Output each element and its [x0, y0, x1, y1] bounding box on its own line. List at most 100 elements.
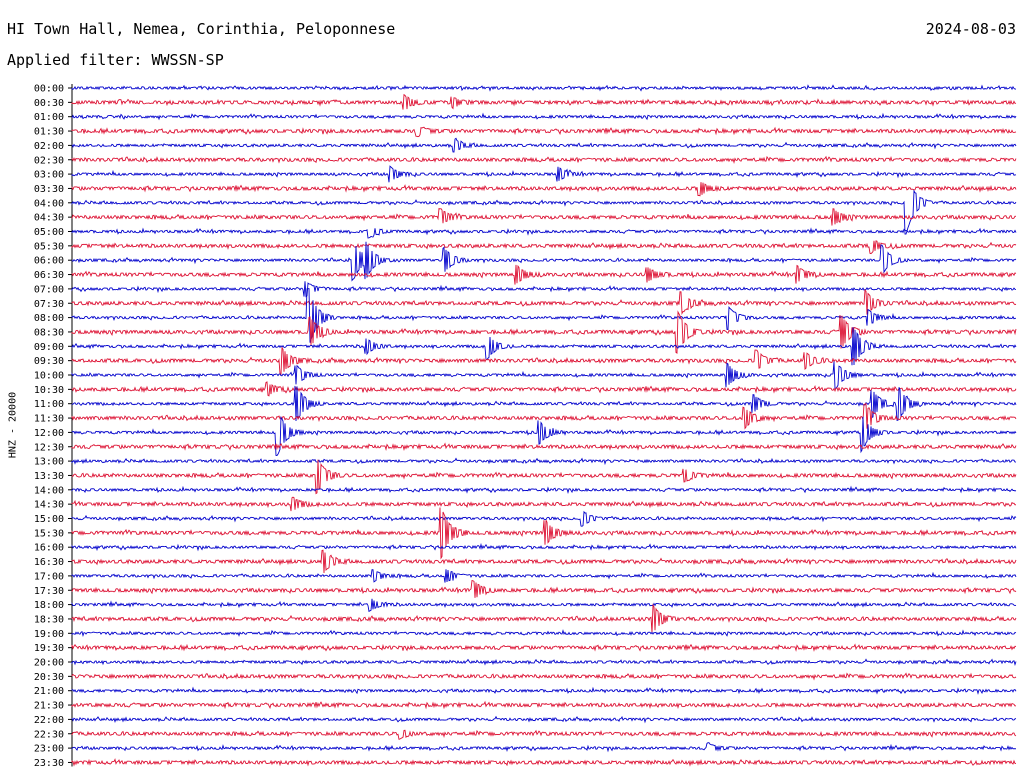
- y-tick-label: 13:30: [34, 471, 64, 482]
- trace-0830: [71, 310, 1017, 354]
- trace-0500: [71, 227, 1017, 239]
- trace-0100: [71, 112, 1017, 121]
- trace-1830: [71, 603, 1017, 633]
- y-tick-label: 12:00: [34, 428, 64, 439]
- trace-0130: [71, 126, 1017, 138]
- trace-2200: [71, 715, 1017, 724]
- trace-2000: [71, 658, 1017, 667]
- y-tick-label: 22:00: [34, 715, 64, 726]
- y-tick-label: 22:30: [34, 729, 64, 740]
- trace-0930: [71, 346, 1017, 376]
- trace-1500: [71, 510, 1017, 527]
- trace-2130: [71, 700, 1017, 710]
- trace-0200: [71, 137, 1017, 153]
- trace-1630: [71, 549, 1017, 573]
- trace-0900: [71, 327, 1017, 366]
- y-tick-label: 00:00: [34, 84, 64, 95]
- trace-2100: [71, 686, 1017, 695]
- y-tick-label: 01:00: [34, 112, 64, 123]
- y-tick-label: 23:00: [34, 744, 64, 755]
- trace-0300: [71, 165, 1017, 183]
- trace-2030: [71, 672, 1017, 681]
- y-tick-label: 09:00: [34, 342, 64, 353]
- y-tick-label: 23:30: [34, 758, 64, 769]
- y-tick-label: 20:00: [34, 658, 64, 669]
- station-title: HI Town Hall, Nemea, Corinthia, Peloponn…: [7, 20, 396, 38]
- y-tick-label: 21:30: [34, 701, 64, 712]
- y-tick-label: 12:30: [34, 442, 64, 453]
- trace-2230: [71, 729, 1017, 740]
- y-tick-label: 07:00: [34, 284, 64, 295]
- trace-1930: [71, 643, 1017, 652]
- trace-1600: [71, 542, 1017, 552]
- y-tick-label: 03:00: [34, 170, 64, 181]
- y-tick-label: 14:30: [34, 500, 64, 511]
- trace-1000: [71, 361, 1017, 389]
- y-tick-label: 05:00: [34, 227, 64, 238]
- y-tick-label: 11:00: [34, 399, 64, 410]
- trace-1030: [71, 381, 1017, 397]
- y-tick-label: 10:00: [34, 371, 64, 382]
- y-tick-label: 06:30: [34, 270, 64, 281]
- y-tick-label: 02:30: [34, 155, 64, 166]
- y-tick-label: 18:00: [34, 600, 64, 611]
- y-tick-label: 19:30: [34, 643, 64, 654]
- trace-0600: [71, 241, 1017, 282]
- y-tick-label: 17:00: [34, 571, 64, 582]
- trace-1100: [71, 385, 1017, 421]
- y-tick-label: 14:00: [34, 485, 64, 496]
- trace-0730: [71, 289, 1017, 315]
- trace-0230: [71, 155, 1017, 164]
- trace-0430: [71, 207, 1017, 226]
- y-tick-label: 20:30: [34, 672, 64, 683]
- trace-1530: [71, 507, 1017, 560]
- trace-0530: [71, 240, 1017, 255]
- trace-0030: [71, 93, 1017, 110]
- trace-1130: [71, 402, 1017, 430]
- y-tick-label: 08:30: [34, 327, 64, 338]
- y-tick-label: 06:00: [34, 256, 64, 267]
- trace-0400: [71, 189, 1017, 235]
- trace-1300: [71, 457, 1017, 466]
- trace-1430: [71, 496, 1017, 512]
- trace-0000: [71, 84, 1016, 92]
- trace-2300: [71, 742, 1017, 753]
- y-tick-label: 13:00: [34, 457, 64, 468]
- trace-0330: [71, 182, 1017, 197]
- y-tick-label: 07:30: [34, 299, 64, 310]
- trace-1230: [71, 442, 1017, 452]
- y-tick-label: 21:00: [34, 686, 64, 697]
- y-tick-label: 02:00: [34, 141, 64, 152]
- trace-0800: [71, 288, 1017, 343]
- trace-1800: [71, 598, 1017, 613]
- trace-1330: [71, 459, 1017, 495]
- y-tick-label: 16:30: [34, 557, 64, 568]
- y-tick-label: 17:30: [34, 586, 64, 597]
- y-tick-label: 18:30: [34, 614, 64, 625]
- trace-1400: [71, 485, 1017, 495]
- y-tick-label: 05:30: [34, 241, 64, 252]
- y-tick-label: 03:30: [34, 184, 64, 195]
- y-tick-label: 16:00: [34, 543, 64, 554]
- trace-1200: [71, 416, 1017, 457]
- y-tick-label: 04:00: [34, 198, 64, 209]
- y-tick-label: 15:30: [34, 528, 64, 539]
- trace-1900: [71, 629, 1017, 637]
- y-tick-label: 08:00: [34, 313, 64, 324]
- trace-1730: [71, 579, 1017, 598]
- trace-1700: [71, 569, 1017, 583]
- y-tick-label: 10:30: [34, 385, 64, 396]
- date-label: 2024-08-03: [925, 20, 1016, 38]
- y-tick-label: 01:30: [34, 127, 64, 138]
- filter-label: Applied filter: WWSSN-SP: [7, 51, 224, 69]
- y-tick-label: 09:30: [34, 356, 64, 367]
- y-tick-label: 00:30: [34, 98, 64, 109]
- y-tick-label: 19:00: [34, 629, 64, 640]
- trace-0700: [71, 281, 1017, 298]
- y-tick-label: 11:30: [34, 414, 64, 425]
- trace-0630: [71, 264, 1017, 285]
- trace-2330: [71, 758, 1017, 767]
- y-tick-label: 15:00: [34, 514, 64, 525]
- y-tick-label: 04:30: [34, 213, 64, 224]
